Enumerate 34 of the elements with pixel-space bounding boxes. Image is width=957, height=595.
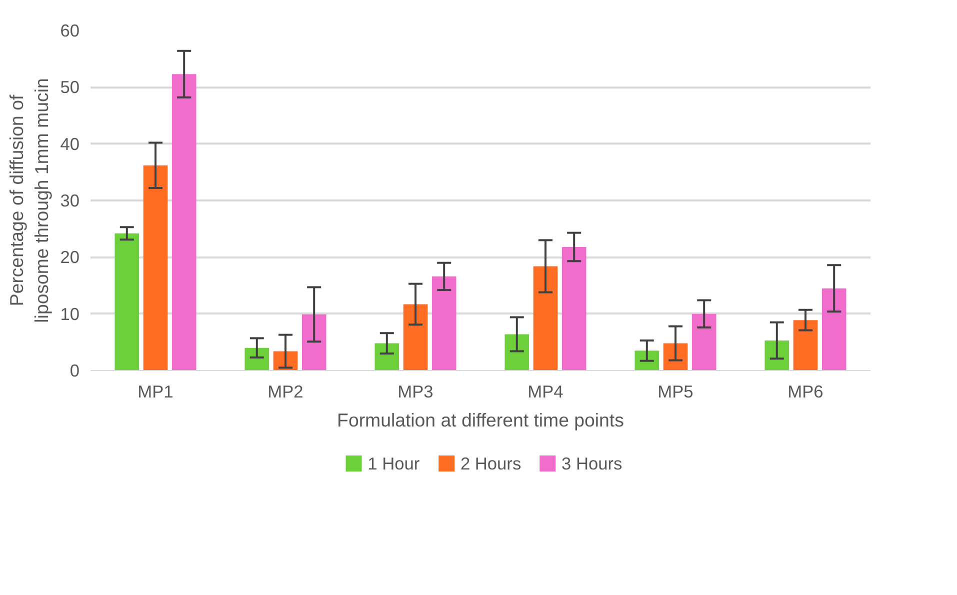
x-tick-label: MP1 [138, 382, 174, 402]
bar [504, 334, 530, 370]
bar [533, 266, 558, 370]
bar [244, 348, 270, 370]
y-tick-label: 50 [60, 77, 80, 98]
bar [562, 246, 586, 370]
bar [374, 343, 400, 370]
bar [172, 74, 196, 370]
bar [793, 320, 818, 370]
legend-label: 3 Hours [562, 454, 623, 474]
y-tick-label: 10 [60, 304, 80, 324]
bar [302, 314, 326, 370]
y-tick-label: 30 [60, 190, 80, 210]
bar [764, 340, 790, 370]
legend-label: 1 Hour [368, 454, 420, 474]
x-tick-label: MP6 [788, 382, 824, 402]
bar [403, 304, 428, 370]
y-tick-label: 40 [60, 134, 80, 154]
bar [432, 276, 456, 370]
bar [114, 233, 140, 370]
legend-label: 2 Hours [460, 454, 522, 474]
x-tick-label: MP3 [398, 382, 434, 402]
x-tick-label: MP4 [528, 382, 564, 402]
bar [692, 314, 716, 370]
y-tick-label: 20 [60, 247, 80, 268]
y-tick-label: 0 [70, 360, 80, 380]
x-tick-label: MP2 [268, 382, 304, 402]
x-tick-label: MP5 [658, 382, 694, 402]
bar [822, 288, 846, 370]
y-axis-title: Percentage of diffusion of liposome through 1mm mucin [6, 78, 52, 323]
bar [634, 350, 660, 370]
x-axis-title: Formulation at different time points [337, 410, 624, 430]
y-tick-label: 60 [60, 20, 80, 40]
bar [143, 165, 168, 370]
